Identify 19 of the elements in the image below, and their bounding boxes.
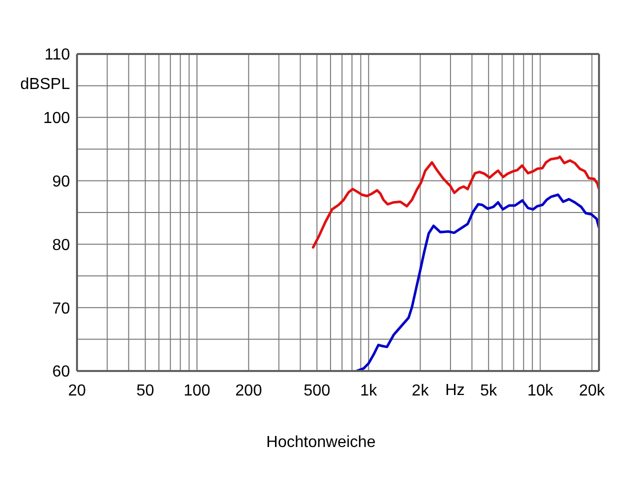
x-tick-label: 2k <box>412 382 430 400</box>
y-tick-label: 80 <box>52 236 70 254</box>
y-axis-title: dBSPL <box>20 76 70 94</box>
x-tick-label: 200 <box>235 382 262 400</box>
y-tick-label: 90 <box>52 173 70 190</box>
y-tick-label: 100 <box>43 110 70 128</box>
x-tick-label: 20k <box>578 382 606 400</box>
y-tick-label: 60 <box>52 364 70 381</box>
x-tick-label: 1k <box>360 382 378 400</box>
x-tick-label: 20 <box>68 382 86 400</box>
x-tick-label: 100 <box>184 382 210 400</box>
x-tick-label: 5k <box>480 382 498 400</box>
x-tick-label: 50 <box>136 382 154 400</box>
x-tick-label: 10k <box>527 382 554 400</box>
x-axis-title: Hz <box>445 382 465 400</box>
x-tick-label: 500 <box>304 382 330 400</box>
y-tick-label: 110 <box>44 46 70 64</box>
y-tick-label: 70 <box>52 300 70 318</box>
text: Hochtonweiche <box>266 434 376 452</box>
